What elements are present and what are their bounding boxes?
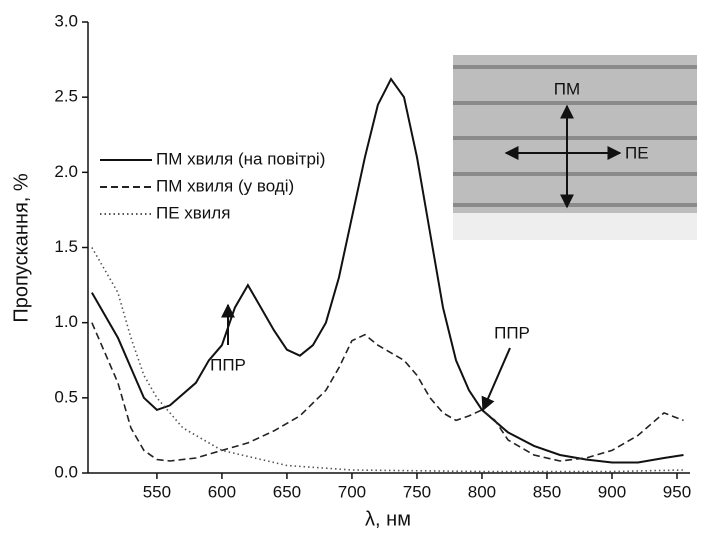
legend-label: ПЕ хвиля	[156, 203, 230, 222]
annotation: ППР	[494, 323, 530, 342]
inset-label: ПЕ	[625, 143, 649, 162]
x-tick-label: 750	[403, 482, 431, 501]
series-line	[91, 247, 684, 473]
x-tick-label: 550	[143, 482, 171, 501]
x-tick-label: 600	[208, 482, 236, 501]
x-tick-label: 800	[468, 482, 496, 501]
y-tick-label: 0.0	[54, 462, 78, 481]
series-line	[91, 77, 684, 464]
annotation: ППР	[210, 355, 246, 374]
y-tick-label: 3.0	[54, 11, 78, 30]
y-tick-label: 1.5	[54, 237, 78, 256]
x-axis-label: λ, нм	[365, 508, 411, 530]
inset-label: ПМ	[554, 79, 580, 98]
y-axis-label: Пропускання, %	[10, 173, 32, 323]
legend-label: ПМ хвиля (у воді)	[156, 176, 294, 195]
x-tick-label: 650	[273, 482, 301, 501]
legend-label: ПМ хвиля (на повітрі)	[156, 149, 325, 168]
y-tick-label: 0.5	[54, 387, 78, 406]
x-tick-label: 950	[663, 482, 691, 501]
annotation-arrow	[481, 347, 511, 412]
inset-footer	[453, 213, 697, 240]
x-tick-label: 850	[533, 482, 561, 501]
inset-stripes	[453, 65, 697, 207]
y-tick-label: 2.0	[54, 162, 78, 181]
y-tick-label: 1.0	[54, 312, 78, 331]
x-tick-label: 700	[338, 482, 366, 501]
x-tick-label: 900	[598, 482, 626, 501]
series-line	[91, 322, 684, 462]
inset: ПМ ПЕ	[453, 55, 697, 240]
y-tick-label: 2.5	[54, 87, 78, 106]
